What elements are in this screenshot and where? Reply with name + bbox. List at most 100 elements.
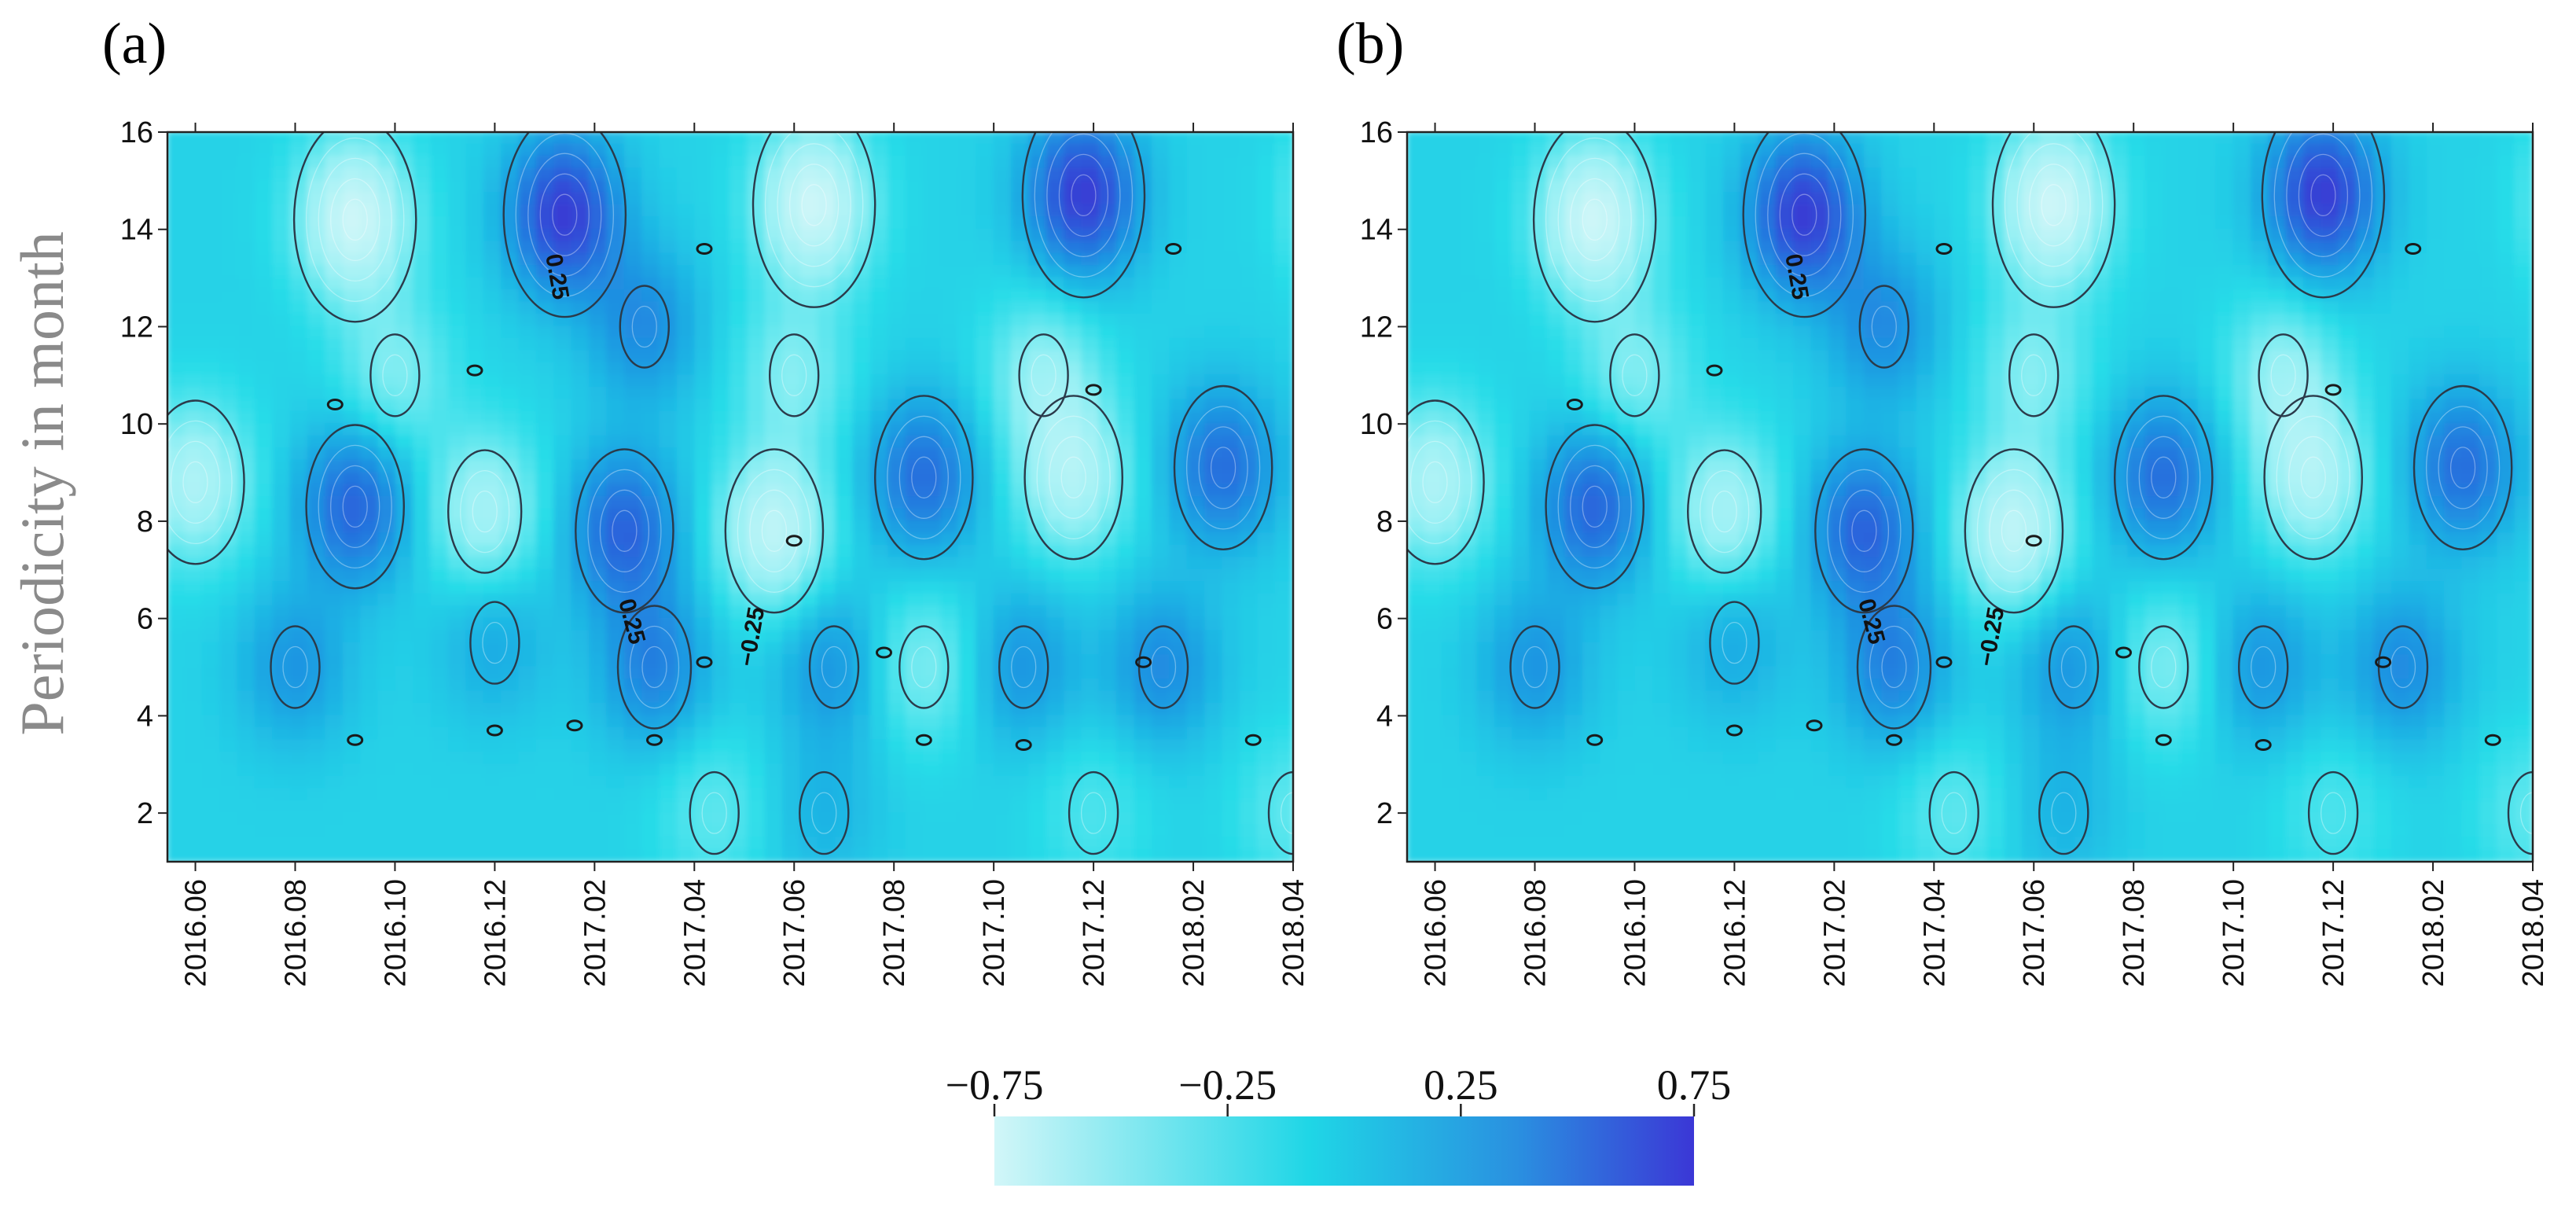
contour-cell	[1670, 350, 1689, 364]
contour-cell	[501, 690, 520, 704]
contour-cell	[465, 155, 485, 170]
contour-cell	[1652, 374, 1672, 388]
contour-cell	[905, 642, 925, 656]
contour-cell	[957, 726, 978, 741]
contour-cell	[1204, 715, 1224, 729]
contour-cell	[184, 690, 204, 704]
contour-cell	[659, 568, 678, 583]
contour-cell	[1424, 824, 1443, 839]
contour-cell	[976, 155, 995, 170]
contour-cell	[1600, 435, 1619, 450]
contour-cell	[957, 314, 978, 328]
contour-cell	[1634, 435, 1655, 450]
contour-cell	[817, 568, 837, 583]
contour-cell	[976, 472, 995, 486]
contour-cell	[1424, 496, 1443, 510]
contour-cell	[167, 350, 186, 364]
contour-cell	[835, 350, 854, 364]
contour-cell	[1459, 617, 1479, 632]
contour-cell	[553, 350, 573, 364]
contour-cell	[465, 399, 485, 413]
contour-cell	[501, 386, 520, 401]
contour-cell	[501, 568, 520, 583]
contour-cell	[589, 314, 608, 328]
contour-cell	[201, 739, 222, 753]
contour-cell	[1424, 459, 1443, 474]
contour-cell	[1407, 715, 1426, 729]
contour-cell	[976, 143, 995, 157]
contour-cell	[448, 289, 468, 303]
contour-cell	[1634, 654, 1655, 668]
contour-cell	[1186, 155, 1207, 170]
contour-cell	[184, 132, 204, 145]
contour-cell	[1222, 399, 1241, 413]
contour-cell	[1547, 496, 1567, 510]
contour-cell	[1011, 824, 1031, 839]
contour-cell	[1494, 679, 1514, 693]
contour-cell	[957, 167, 978, 182]
contour-cell	[764, 800, 785, 815]
contour-cell	[729, 605, 749, 620]
contour-cell	[237, 386, 256, 401]
contour-cell	[1547, 167, 1567, 182]
contour-cell	[1441, 508, 1461, 522]
contour-cell	[430, 508, 450, 522]
contour-cell	[747, 642, 766, 656]
contour-cell	[694, 557, 714, 571]
contour-cell	[201, 751, 222, 766]
contour-cell	[1459, 775, 1479, 790]
contour-cell	[1116, 459, 1136, 474]
contour-cell	[1600, 289, 1619, 303]
contour-cell	[1529, 788, 1549, 802]
contour-cell	[465, 593, 485, 608]
contour-cell	[1169, 362, 1189, 377]
contour-cell	[1045, 459, 1066, 474]
contour-cell	[1098, 167, 1119, 182]
contour-cell	[1424, 775, 1443, 790]
contour-cell	[201, 848, 222, 862]
contour-cell	[465, 204, 485, 219]
contour-cell	[1617, 568, 1637, 583]
contour-cell	[1441, 763, 1461, 778]
contour-cell	[799, 824, 819, 839]
contour-cell	[1617, 350, 1637, 364]
contour-cell	[711, 386, 731, 401]
contour-cell	[1652, 751, 1672, 766]
contour-cell	[1424, 702, 1443, 717]
contour-cell	[1204, 277, 1224, 292]
contour-cell	[395, 739, 415, 753]
contour-cell	[1688, 301, 1707, 315]
contour-cell	[1600, 642, 1619, 656]
contour-cell	[1045, 241, 1066, 255]
contour-cell	[1028, 739, 1048, 753]
contour-cell	[711, 605, 731, 620]
contour-line	[447, 449, 523, 574]
contour-cell	[729, 252, 749, 267]
contour-cell	[747, 508, 766, 522]
contour-cell	[887, 800, 907, 815]
contour-cell	[1688, 155, 1707, 170]
contour-cell	[325, 654, 344, 668]
contour-cell	[448, 520, 468, 535]
contour-cell	[1494, 788, 1514, 802]
contour-cell	[1134, 508, 1153, 522]
contour-cell	[1222, 520, 1241, 535]
contour-cell	[535, 508, 556, 522]
contour-cell	[1028, 289, 1048, 303]
contour-cell	[430, 435, 450, 450]
contour-cell	[1116, 702, 1136, 717]
contour-cell	[1564, 726, 1584, 741]
contour-cell	[254, 532, 274, 546]
contour-cell	[237, 204, 256, 219]
contour-cell	[1222, 143, 1241, 157]
contour-cell	[1634, 715, 1655, 729]
contour-cell	[1512, 435, 1531, 450]
contour-cell	[501, 179, 520, 194]
contour-cell	[799, 508, 819, 522]
contour-cell	[395, 763, 415, 778]
contour-cell	[1152, 301, 1171, 315]
contour-cell	[1239, 143, 1259, 157]
contour-cell	[905, 362, 925, 377]
contour-cell	[1476, 241, 1496, 255]
contour-cell	[1564, 314, 1584, 328]
